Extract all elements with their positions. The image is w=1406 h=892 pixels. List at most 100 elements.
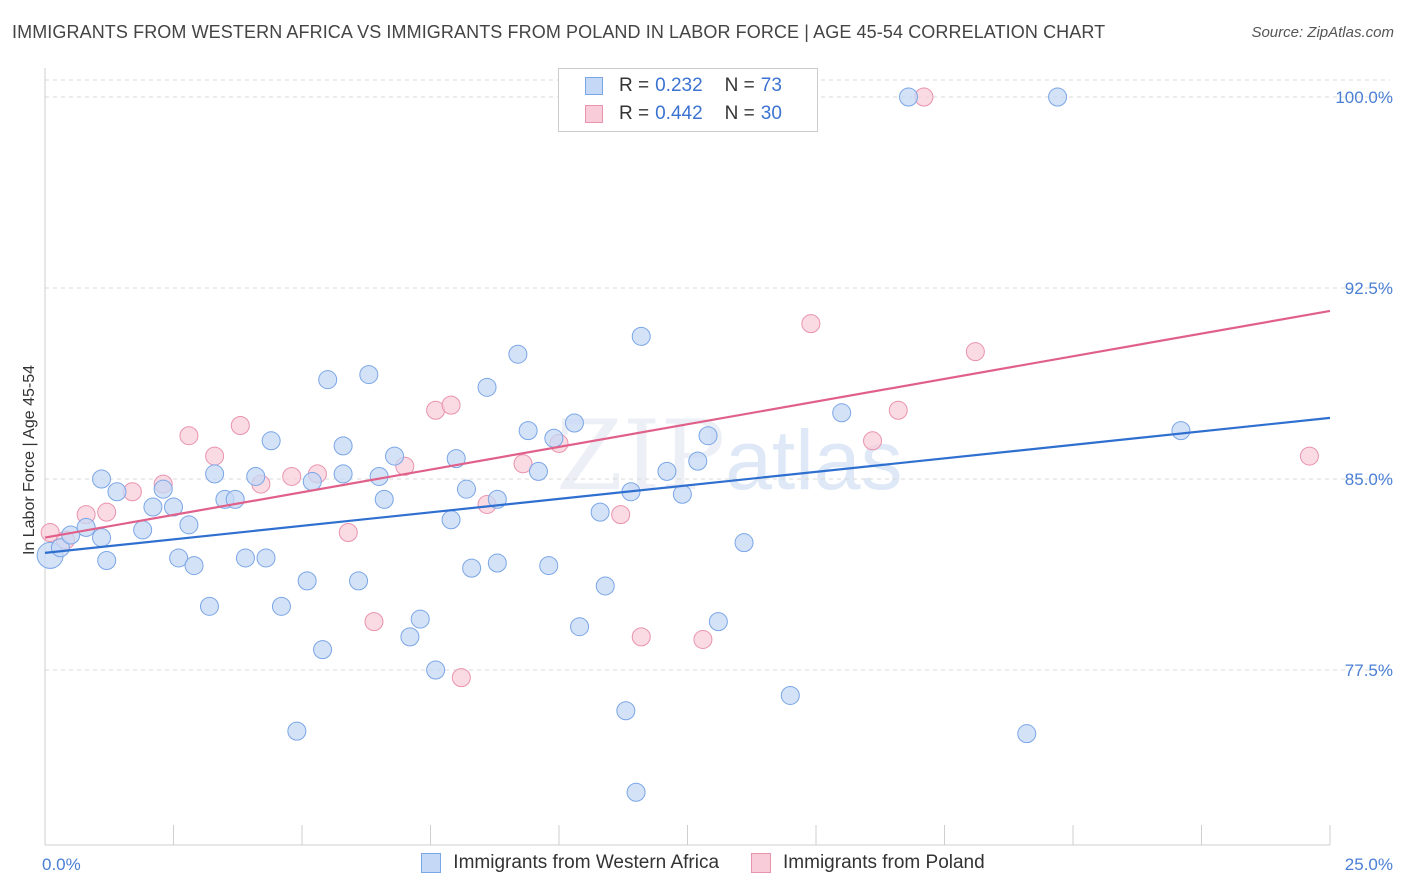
source-credit: Source: ZipAtlas.com xyxy=(1251,24,1394,41)
data-point-western-africa xyxy=(426,660,446,680)
data-point-poland xyxy=(179,426,199,446)
data-point-poland xyxy=(863,431,883,451)
data-point-western-africa xyxy=(410,609,430,629)
data-point-poland xyxy=(338,522,358,542)
data-point-western-africa xyxy=(333,464,353,484)
y-tick-label: 100.0% xyxy=(1335,88,1393,107)
data-point-western-africa xyxy=(539,556,559,576)
legend-swatch-pink xyxy=(585,105,603,123)
data-point-western-africa xyxy=(508,344,528,364)
data-point-western-africa xyxy=(631,326,651,346)
legend-r-label: R = xyxy=(619,75,650,96)
data-point-western-africa xyxy=(590,502,610,522)
trend-lines xyxy=(44,309,1331,554)
data-point-western-africa xyxy=(287,721,307,741)
data-point-poland xyxy=(230,416,250,436)
data-point-poland xyxy=(364,612,384,632)
data-point-western-africa xyxy=(107,482,127,502)
y-axis-label: In Labor Force | Age 45-54 xyxy=(21,364,38,556)
data-point-western-africa xyxy=(477,377,497,397)
stats-legend: R = 0.232 N = 73 R = 0.442 N = 30 xyxy=(558,68,818,132)
data-point-western-africa xyxy=(734,533,754,553)
data-point-western-africa xyxy=(446,449,466,469)
data-point-western-africa xyxy=(657,461,677,481)
legend-item-western-africa: Immigrants from Western Africa xyxy=(421,852,719,874)
data-point-western-africa xyxy=(400,627,420,647)
data-point-western-africa xyxy=(462,558,482,578)
y-tick-label: 92.5% xyxy=(1345,279,1393,298)
data-point-poland xyxy=(801,314,821,334)
x-tick-label: 0.0% xyxy=(42,855,81,874)
y-tick-label: 85.0% xyxy=(1345,470,1393,489)
data-point-western-africa xyxy=(349,571,369,591)
legend-n-label: N = xyxy=(724,75,755,96)
data-point-poland xyxy=(513,454,533,474)
data-point-western-africa xyxy=(385,446,405,466)
data-point-western-africa xyxy=(97,550,117,570)
series-legend: Immigrants from Western Africa Immigrant… xyxy=(0,852,1406,874)
data-point-western-africa xyxy=(205,464,225,484)
data-point-western-africa xyxy=(133,520,153,540)
legend-item-poland: Immigrants from Poland xyxy=(751,852,985,874)
legend-swatch-blue xyxy=(421,853,442,873)
data-point-western-africa xyxy=(235,548,255,568)
data-point-poland xyxy=(611,505,631,525)
data-point-western-africa xyxy=(708,612,728,632)
grid-lines xyxy=(45,79,1390,671)
data-point-western-africa xyxy=(780,685,800,705)
legend-swatch-blue xyxy=(585,77,603,95)
legend-r-label: R = xyxy=(619,103,650,124)
data-point-western-africa xyxy=(456,479,476,499)
data-point-western-africa xyxy=(359,365,379,385)
data-point-western-africa xyxy=(441,510,461,530)
x-tick-label: 25.0% xyxy=(1345,855,1393,874)
data-point-western-africa xyxy=(271,596,291,616)
data-point-poland xyxy=(451,668,471,688)
legend-n-value: 73 xyxy=(760,75,782,96)
data-point-poland xyxy=(282,466,302,486)
data-point-poland xyxy=(965,342,985,362)
legend-series-name: Immigrants from Poland xyxy=(783,852,985,873)
data-point-western-africa xyxy=(528,461,548,481)
series-western-africa-points xyxy=(36,87,1191,802)
y-tick-label: 77.5% xyxy=(1345,661,1393,680)
data-point-western-africa xyxy=(672,484,692,504)
data-point-western-africa xyxy=(374,489,394,509)
data-point-poland xyxy=(97,502,117,522)
data-point-western-africa xyxy=(832,403,852,423)
trend-line-poland xyxy=(44,309,1331,539)
data-point-western-africa xyxy=(570,617,590,637)
data-point-poland xyxy=(693,629,713,649)
data-point-western-africa xyxy=(184,556,204,576)
data-point-western-africa xyxy=(92,528,112,548)
legend-n-label: N = xyxy=(724,103,755,124)
tick-labels: 77.5% 85.0% 92.5% 100.0% 0.0% 25.0% xyxy=(42,88,1393,874)
data-point-western-africa xyxy=(1171,421,1191,441)
data-point-western-africa xyxy=(179,515,199,535)
axes xyxy=(44,68,1331,846)
data-point-western-africa xyxy=(92,469,112,489)
chart-title: IMMIGRANTS FROM WESTERN AFRICA VS IMMIGR… xyxy=(12,22,1106,42)
data-point-western-africa xyxy=(313,640,333,660)
data-point-western-africa xyxy=(153,479,173,499)
data-point-western-africa xyxy=(143,497,163,517)
data-point-western-africa xyxy=(302,472,322,492)
data-point-poland xyxy=(205,446,225,466)
data-point-western-africa xyxy=(688,451,708,471)
data-point-western-africa xyxy=(199,596,219,616)
data-point-poland xyxy=(441,395,461,415)
data-point-western-africa xyxy=(318,370,338,390)
legend-r-value: 0.442 xyxy=(655,103,703,124)
legend-series-name: Immigrants from Western Africa xyxy=(453,852,720,873)
legend-row-poland: R = 0.442 N = 30 xyxy=(585,101,782,127)
legend-r-value: 0.232 xyxy=(655,75,703,96)
data-point-poland xyxy=(631,627,651,647)
data-point-western-africa xyxy=(564,413,584,433)
data-point-western-africa xyxy=(261,431,281,451)
data-point-western-africa xyxy=(595,576,615,596)
data-point-western-africa xyxy=(487,553,507,573)
data-point-western-africa xyxy=(626,782,646,802)
data-point-western-africa xyxy=(899,87,919,107)
legend-n-value: 30 xyxy=(760,103,782,124)
